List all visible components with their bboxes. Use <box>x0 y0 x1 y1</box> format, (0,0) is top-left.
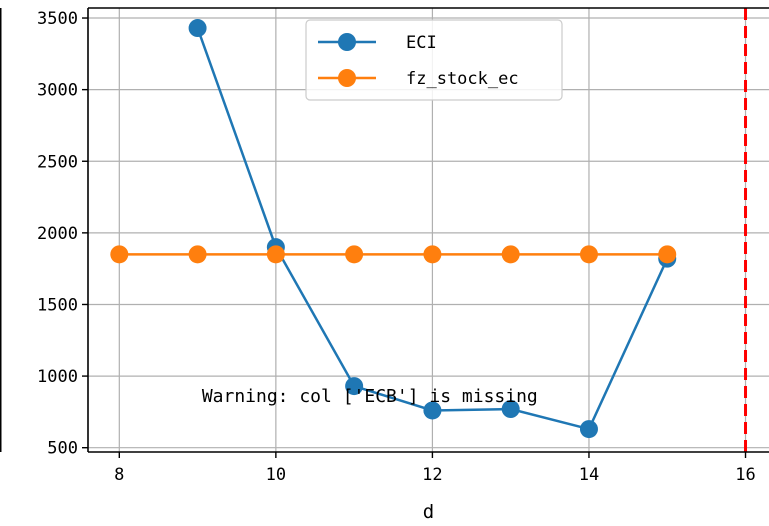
y-tick-label-1000: 1000 <box>37 367 78 387</box>
y-tick-label-500: 500 <box>47 439 78 459</box>
y-tick-label-2000: 2000 <box>37 224 78 244</box>
y-tick-label-2500: 2500 <box>37 152 78 172</box>
x-axis-label: d <box>423 501 434 522</box>
legend-marker-ECI <box>338 33 356 51</box>
legend-label-ECI: ECI <box>406 33 437 53</box>
series-fz_stock_ec <box>110 245 676 263</box>
data-point-ECI-0 <box>189 19 207 37</box>
x-tick-label-8: 8 <box>114 465 124 485</box>
legend-label-fz_stock_ec: fz_stock_ec <box>406 69 519 89</box>
data-point-fz_stock_ec-4 <box>423 245 441 263</box>
data-point-fz_stock_ec-1 <box>189 245 207 263</box>
legend-marker-fz_stock_ec <box>338 69 356 87</box>
x-tick-label-14: 14 <box>579 465 599 485</box>
data-point-fz_stock_ec-3 <box>345 245 363 263</box>
x-tick-label-10: 10 <box>266 465 286 485</box>
y-tick-label-3500: 3500 <box>37 9 78 29</box>
data-point-ECI-5 <box>580 420 598 438</box>
data-point-fz_stock_ec-7 <box>658 245 676 263</box>
x-tick-label-12: 12 <box>422 465 442 485</box>
y-tick-label-3000: 3000 <box>37 81 78 101</box>
x-tick-label-16: 16 <box>735 465 755 485</box>
legend: ECI fz_stock_ec <box>306 20 562 100</box>
data-point-fz_stock_ec-6 <box>580 245 598 263</box>
data-point-fz_stock_ec-5 <box>502 245 520 263</box>
warning-annotation: Warning: col ['ECB'] is missing <box>202 386 538 407</box>
y-tick-label-1500: 1500 <box>37 295 78 315</box>
data-point-fz_stock_ec-2 <box>267 245 285 263</box>
data-point-fz_stock_ec-0 <box>110 245 128 263</box>
